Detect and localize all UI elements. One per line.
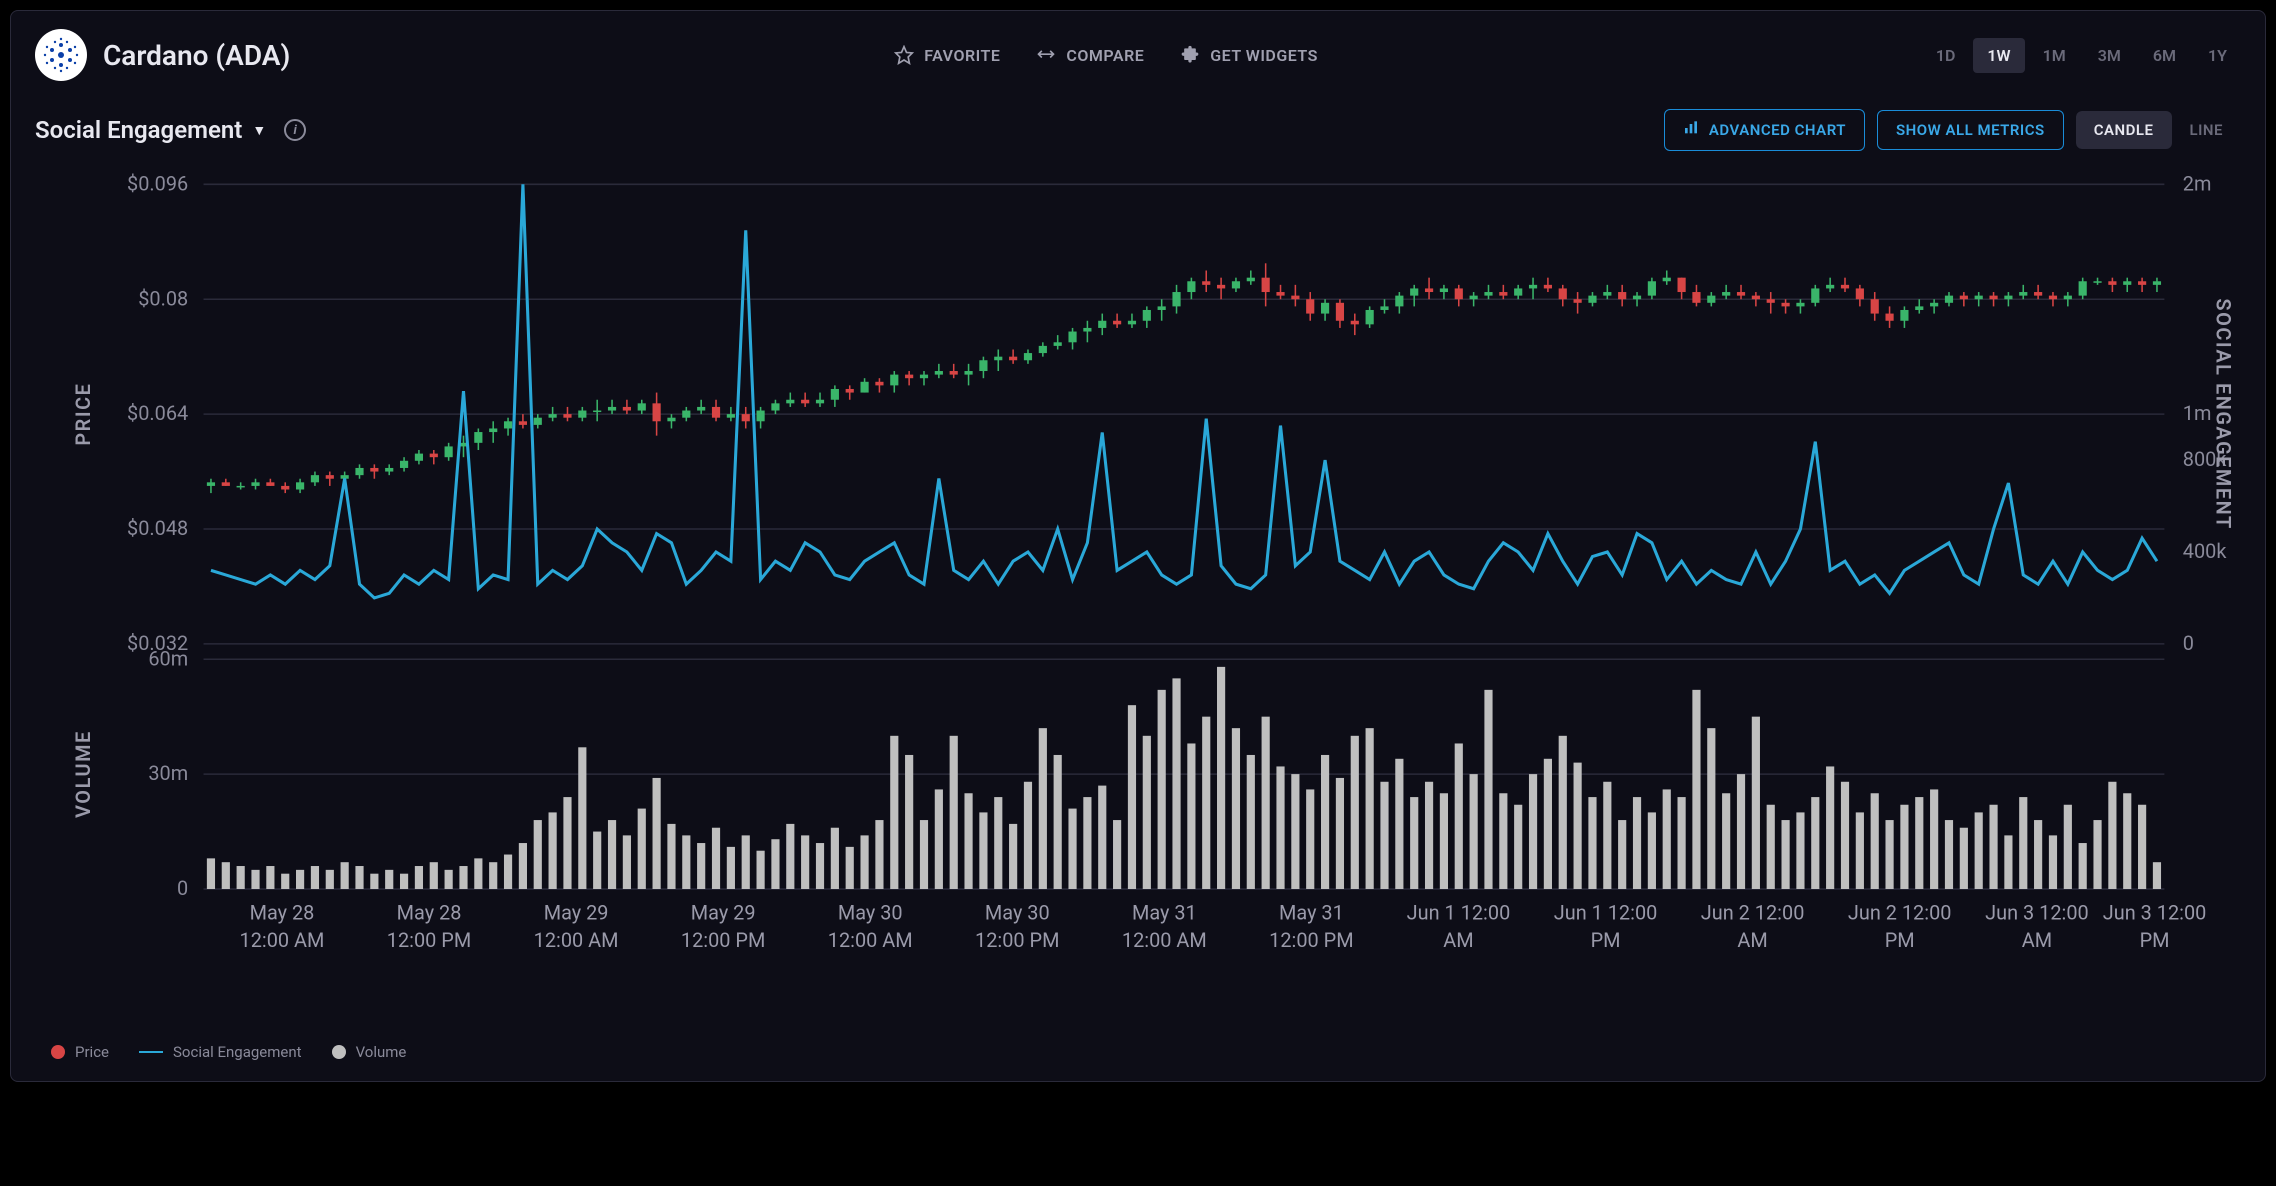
widgets-label: GET WIDGETS (1210, 46, 1318, 65)
svg-text:$0.048: $0.048 (127, 517, 188, 540)
chart-panel: Cardano (ADA) FAVORITE COMPARE GET WIDGE… (10, 10, 2266, 1082)
svg-text:Jun 1 12:00: Jun 1 12:00 (1554, 902, 1658, 925)
legend-social: Social Engagement (139, 1043, 302, 1061)
panel-header: Cardano (ADA) FAVORITE COMPARE GET WIDGE… (35, 29, 2241, 81)
legend-volume: Volume (332, 1043, 407, 1061)
volume-dot-icon (332, 1045, 346, 1059)
puzzle-icon (1180, 45, 1200, 65)
svg-text:May 30: May 30 (838, 902, 903, 925)
legend-social-label: Social Engagement (173, 1043, 302, 1061)
compare-label: COMPARE (1066, 46, 1144, 65)
coin-name: Cardano (ADA) (103, 39, 290, 72)
bar-chart-icon (1683, 120, 1699, 140)
svg-text:Jun 2 12:00: Jun 2 12:00 (1848, 902, 1952, 925)
svg-text:0: 0 (2183, 632, 2194, 655)
svg-text:12:00 PM: 12:00 PM (975, 929, 1059, 952)
legend-volume-label: Volume (356, 1043, 407, 1061)
legend-price-label: Price (75, 1043, 109, 1061)
svg-text:Jun 3 12:00: Jun 3 12:00 (1985, 902, 2089, 925)
show-all-metrics-button[interactable]: SHOW ALL METRICS (1877, 110, 2064, 150)
coin-identity: Cardano (ADA) (35, 29, 290, 81)
timeframe-1Y[interactable]: 1Y (2194, 38, 2241, 73)
show-all-label: SHOW ALL METRICS (1896, 121, 2045, 139)
timeframe-selector: 1D1W1M3M6M1Y (1922, 38, 2241, 73)
legend: Price Social Engagement Volume (35, 1043, 2241, 1061)
svg-text:May 28: May 28 (250, 902, 315, 925)
header-actions: FAVORITE COMPARE GET WIDGETS (894, 45, 1318, 65)
sub-header: Social Engagement ▼ i ADVANCED CHART SHO… (35, 109, 2241, 151)
svg-text:May 30: May 30 (985, 902, 1050, 925)
chart-type-line[interactable]: LINE (2172, 111, 2242, 149)
svg-text:400k: 400k (2183, 540, 2228, 563)
price-social-volume-chart[interactable]: $0.032$0.048$0.064$0.08$0.0960400k800k1m… (35, 169, 2241, 1027)
svg-text:30m: 30m (148, 762, 188, 785)
svg-text:12:00 PM: 12:00 PM (681, 929, 765, 952)
svg-text:12:00 AM: 12:00 AM (534, 929, 619, 952)
social-line-icon (139, 1051, 163, 1053)
svg-text:Jun 2 12:00: Jun 2 12:00 (1701, 902, 1805, 925)
svg-text:12:00 PM: 12:00 PM (387, 929, 471, 952)
svg-text:$0.08: $0.08 (138, 287, 188, 310)
favorite-button[interactable]: FAVORITE (894, 45, 1000, 65)
svg-text:Jun 1 12:00: Jun 1 12:00 (1407, 902, 1511, 925)
svg-text:May 31: May 31 (1279, 902, 1344, 925)
advanced-chart-label: ADVANCED CHART (1709, 121, 1846, 139)
metric-dropdown[interactable]: Social Engagement ▼ (35, 116, 266, 144)
cardano-logo-icon (35, 29, 87, 81)
chevron-down-icon: ▼ (252, 122, 266, 139)
svg-text:PM: PM (2140, 929, 2170, 952)
timeframe-1M[interactable]: 1M (2029, 38, 2080, 73)
svg-text:2m: 2m (2183, 172, 2212, 195)
svg-text:12:00 PM: 12:00 PM (1269, 929, 1353, 952)
svg-text:May 28: May 28 (397, 902, 462, 925)
svg-text:60m: 60m (148, 647, 188, 670)
timeframe-1W[interactable]: 1W (1973, 38, 2024, 73)
timeframe-3M[interactable]: 3M (2084, 38, 2135, 73)
svg-text:$0.064: $0.064 (127, 402, 188, 425)
price-dot-icon (51, 1045, 65, 1059)
svg-text:Jun 3 12:00: Jun 3 12:00 (2103, 902, 2207, 925)
compare-icon (1036, 45, 1056, 65)
svg-text:0: 0 (177, 877, 188, 900)
chart-type-toggle: CANDLELINE (2076, 111, 2241, 149)
info-icon[interactable]: i (284, 119, 306, 141)
get-widgets-button[interactable]: GET WIDGETS (1180, 45, 1318, 65)
svg-text:VOLUME: VOLUME (72, 730, 95, 818)
favorite-label: FAVORITE (924, 46, 1000, 65)
svg-text:May 29: May 29 (544, 902, 609, 925)
svg-text:12:00 AM: 12:00 AM (1122, 929, 1207, 952)
svg-text:PM: PM (1885, 929, 1915, 952)
svg-text:PM: PM (1591, 929, 1621, 952)
svg-text:12:00 AM: 12:00 AM (828, 929, 913, 952)
compare-button[interactable]: COMPARE (1036, 45, 1144, 65)
chart-type-candle[interactable]: CANDLE (2076, 111, 2172, 149)
legend-price: Price (51, 1043, 109, 1061)
svg-text:1m: 1m (2183, 402, 2212, 425)
metric-label: Social Engagement (35, 116, 242, 144)
chart-container: $0.032$0.048$0.064$0.08$0.0960400k800k1m… (35, 169, 2241, 1027)
star-icon (894, 45, 914, 65)
timeframe-1D[interactable]: 1D (1922, 38, 1970, 73)
svg-text:May 29: May 29 (691, 902, 756, 925)
svg-text:May 31: May 31 (1132, 902, 1197, 925)
svg-text:AM: AM (1443, 929, 1473, 952)
svg-text:$0.096: $0.096 (127, 172, 188, 195)
svg-text:12:00 AM: 12:00 AM (240, 929, 325, 952)
svg-text:PRICE: PRICE (72, 383, 95, 446)
advanced-chart-button[interactable]: ADVANCED CHART (1664, 109, 1865, 151)
timeframe-6M[interactable]: 6M (2139, 38, 2190, 73)
svg-text:AM: AM (2022, 929, 2052, 952)
svg-text:SOCIAL ENGAGEMENT: SOCIAL ENGAGEMENT (2211, 298, 2234, 529)
svg-text:AM: AM (1737, 929, 1767, 952)
